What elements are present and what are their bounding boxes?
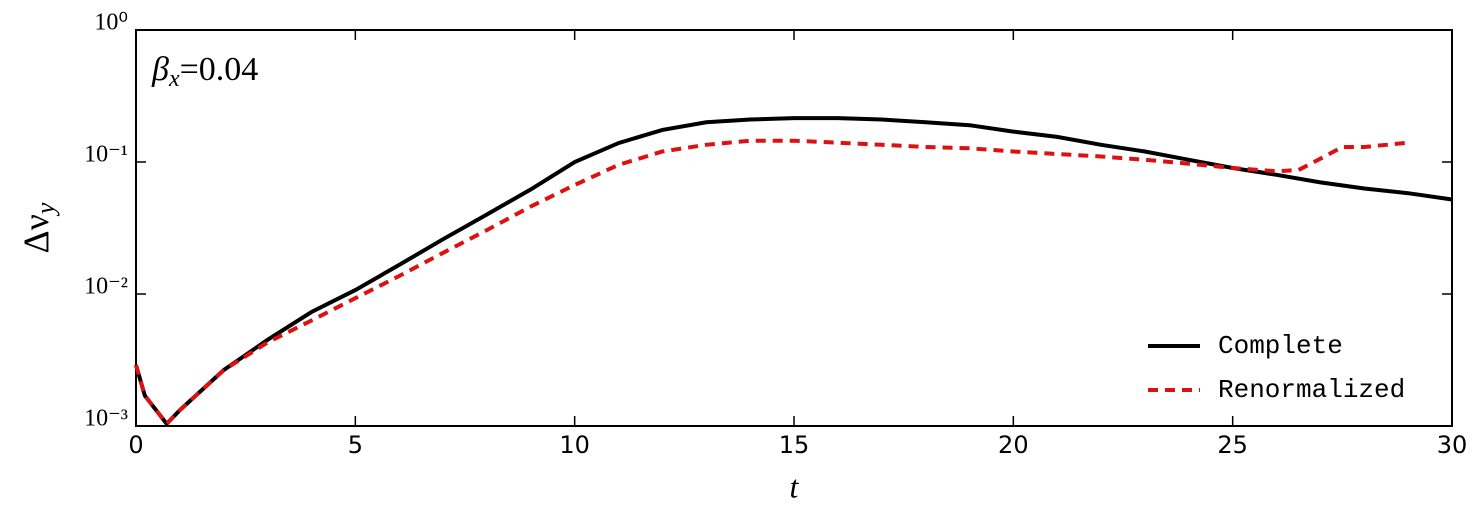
annotation-text: =0.04 [180,51,259,88]
y-label-sub: y [31,202,60,217]
x-axis-label: t [790,468,800,504]
x-tick-label: 5 [348,431,363,459]
y-axis-label: Δνy [16,202,60,253]
y-tick-label: 10⁻¹ [84,142,128,168]
y-tick-label: 10⁰ [94,10,128,36]
x-tick-label: 25 [1217,431,1248,459]
y-tick-label: 10⁻² [84,274,128,300]
y-label-main: Δν [16,214,56,253]
legend-label: Complete [1218,331,1343,361]
annotation-sub: x [168,66,180,92]
x-tick-label: 30 [1437,431,1468,459]
plot-frame [135,29,1453,427]
x-tick-label: 0 [128,431,143,459]
y-tick-label: 10⁻³ [84,406,128,432]
x-tick-label: 15 [779,431,810,459]
annotation: βx=0.04 [151,51,258,92]
legend-label: Renormalized [1218,375,1405,405]
series-line [134,138,1409,427]
annotation-symbol: β [151,51,169,88]
x-tick-label: 10 [559,431,590,459]
x-tick-label: 20 [998,431,1029,459]
